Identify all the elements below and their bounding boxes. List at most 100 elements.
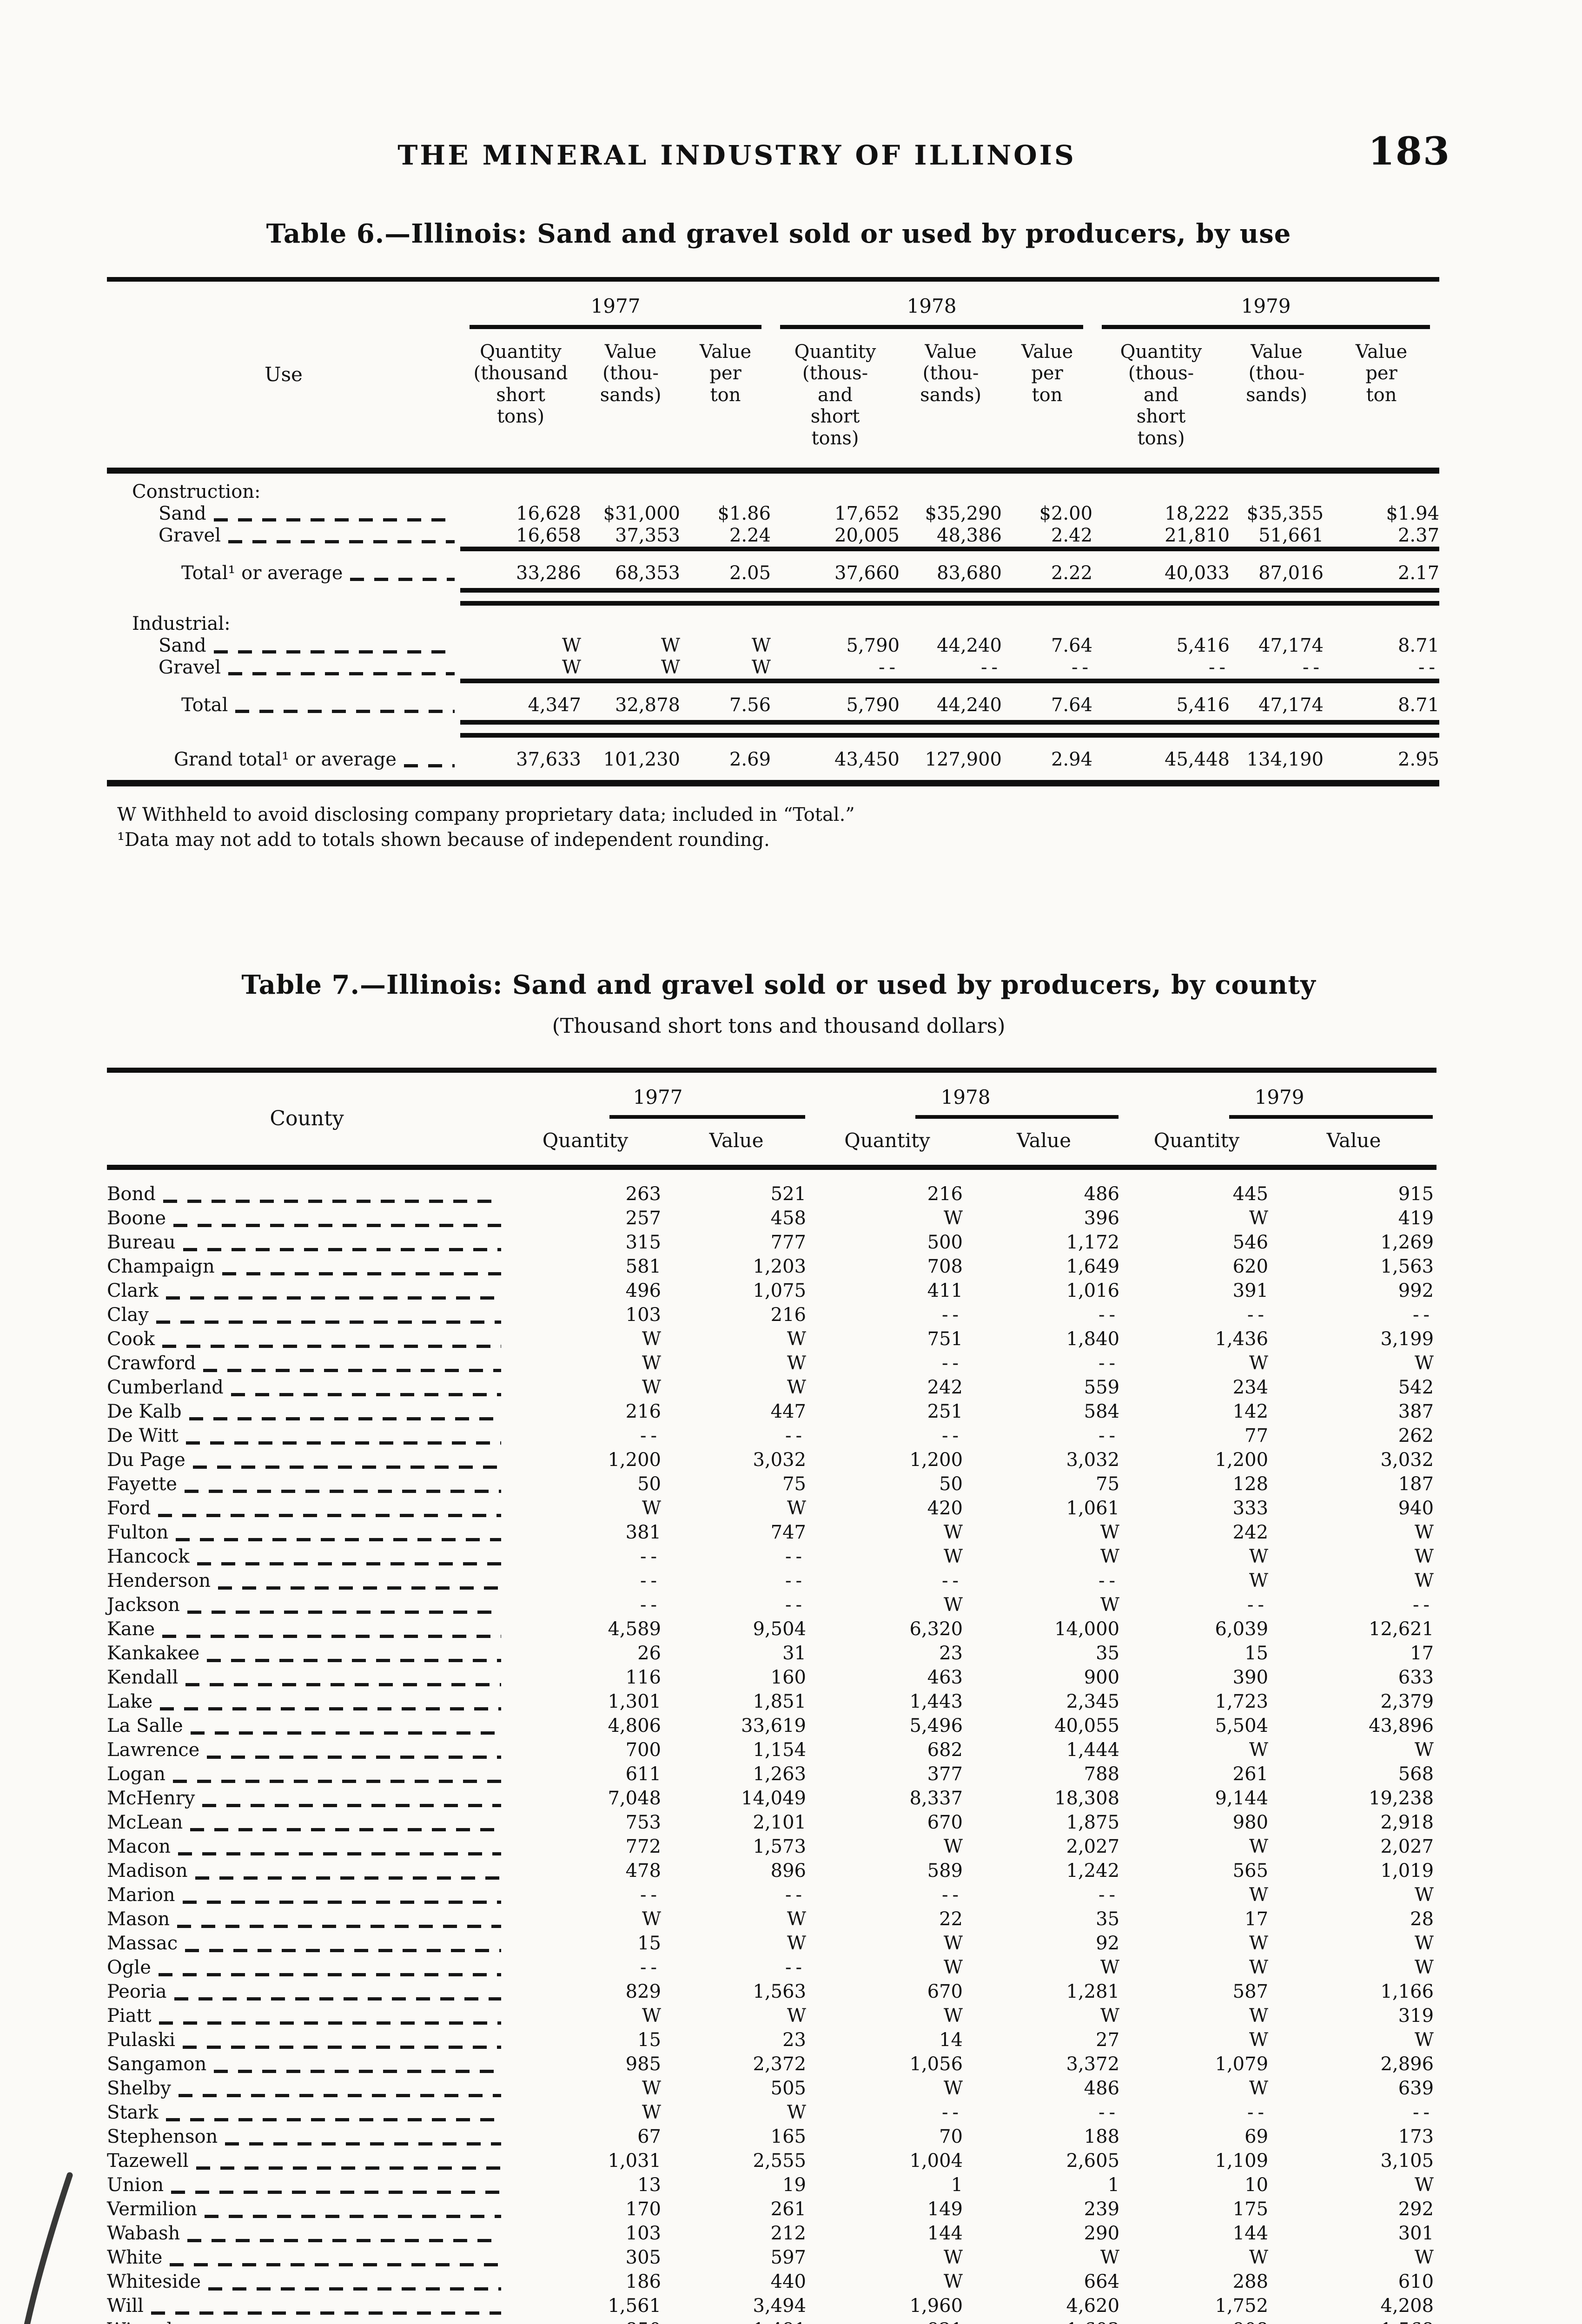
- value-cell: W: [1249, 1884, 1269, 1906]
- value-cell: 1,281: [1066, 1981, 1120, 2002]
- value-cell: 101,230: [603, 748, 680, 770]
- table-row: Gravel 16,658 37,353 2.24 20,005 48,386 2.42 21…: [107, 525, 1439, 547]
- pen-mark: [24, 2172, 73, 2324]
- county-name: Clark: [107, 1280, 159, 1301]
- value-cell: --: [980, 656, 1002, 678]
- county-wrap: Macon: [107, 1835, 507, 1859]
- value-cell: 1,075: [753, 1280, 807, 1301]
- measure-header: Quantity: [507, 1118, 664, 1170]
- value-cell: 747: [770, 1521, 807, 1543]
- rule-cell: [460, 588, 1440, 606]
- value-cell: 7.64: [1051, 634, 1093, 656]
- dashed-leader: [173, 1223, 501, 1227]
- column-header: Quantity (thous- and short tons): [771, 329, 900, 474]
- value-cell: 37,633: [516, 748, 581, 770]
- county-cell: De Witt: [107, 1424, 507, 1448]
- value-cell: 1,200: [608, 1449, 661, 1471]
- table-row: Crawford W W -- -- W W: [107, 1351, 1436, 1375]
- year-rule: [780, 325, 1084, 329]
- value-cell: 47,174: [1258, 694, 1324, 716]
- dashed-leader: [208, 2287, 501, 2291]
- value-cell: 5,790: [846, 634, 900, 656]
- value-cell: W: [943, 1521, 963, 1543]
- row-label-wrap: Total¹ or average: [107, 562, 460, 584]
- value-cell: --: [1099, 1570, 1120, 1591]
- county-cell: Vermilion: [107, 2197, 507, 2221]
- value-cell: 251: [927, 1400, 963, 1422]
- value-cell: 68,353: [615, 562, 680, 584]
- value-cell: 292: [1398, 2198, 1434, 2220]
- value-cell: W: [751, 634, 771, 656]
- measure-header: Quantity: [1122, 1118, 1271, 1170]
- table-row: Clark 496 1,075 411 1,016 391 992: [107, 1279, 1436, 1303]
- dashed-leader: [176, 1538, 501, 1541]
- value-cell: 463: [927, 1666, 963, 1688]
- row-label-cell: Total¹ or average: [107, 551, 460, 588]
- value-cell: 381: [625, 1521, 661, 1543]
- value-cell: 23: [939, 1642, 963, 1664]
- value-cell: 1,568: [1271, 2318, 1436, 2324]
- county-wrap: Boone: [107, 1206, 507, 1230]
- value-cell: 1,443: [909, 1690, 963, 1712]
- county-cell: Fayette: [107, 1472, 507, 1496]
- section-label: Construction:: [107, 470, 1439, 503]
- value-cell: W: [1414, 1739, 1434, 1761]
- year-label: 1978: [907, 295, 957, 317]
- rule-cell: [460, 546, 1440, 551]
- value-cell: 4,589: [608, 1618, 661, 1640]
- table-row: De Witt -- -- -- -- 77 262: [107, 1424, 1436, 1448]
- value-cell: W: [787, 1908, 807, 1930]
- value-cell: W: [562, 634, 581, 656]
- table-row: [107, 546, 1440, 551]
- value-cell: --: [1413, 1304, 1434, 1326]
- value-cell: 505: [770, 2077, 807, 2099]
- value-cell: --: [941, 1425, 963, 1446]
- dashed-leader: [225, 2142, 501, 2146]
- county-wrap: Du Page: [107, 1448, 507, 1472]
- value-cell: 2.42: [1051, 524, 1093, 546]
- value-cell: 1,166: [1380, 1981, 1434, 2002]
- value-cell: --: [941, 1304, 963, 1326]
- column-header: Value per ton: [680, 329, 771, 474]
- dashed-leader: [174, 1997, 501, 2000]
- table-row: Hancock -- -- W W W W: [107, 1545, 1436, 1569]
- year-label: 1979: [1254, 1085, 1304, 1109]
- page-number: 183: [1368, 129, 1450, 174]
- value-cell: W: [1249, 2029, 1269, 2051]
- county-wrap: Hancock: [107, 1545, 507, 1569]
- value-cell: 1: [951, 2174, 963, 2196]
- value-cell: 75: [782, 1473, 807, 1495]
- value-cell: 1,436: [1215, 1328, 1269, 1350]
- county-name: Ogle: [107, 1956, 151, 1978]
- value-cell: W: [1414, 2029, 1434, 2051]
- value-cell: 17: [1410, 1642, 1434, 1664]
- rule-line: [460, 546, 1440, 551]
- value-cell: 700: [625, 1739, 661, 1761]
- value-cell: 333: [1232, 1497, 1269, 1519]
- value-cell: 921: [809, 2318, 966, 2324]
- year-label: 1977: [633, 1085, 683, 1109]
- dashed-leader: [189, 1417, 501, 1420]
- value-cell: 1,269: [1380, 1231, 1434, 1253]
- table-row: White 305 597 W W W W: [107, 2245, 1436, 2270]
- value-cell: --: [941, 2101, 963, 2123]
- county-name: Will: [107, 2295, 144, 2317]
- value-cell: 777: [770, 1231, 807, 1253]
- value-cell: 708: [927, 1255, 963, 1277]
- value-cell: 3,032: [1380, 1449, 1434, 1471]
- row-label-cell: Sand: [107, 635, 460, 657]
- value-cell: 546: [1232, 1231, 1269, 1253]
- county-cell: Boone: [107, 1206, 507, 1230]
- county-cell: Stark: [107, 2100, 507, 2125]
- value-cell: W: [562, 656, 581, 678]
- county-wrap: Massac: [107, 1931, 507, 1955]
- table7: County 1977 1978 1979 Quantity Value Quantit…: [107, 1067, 1437, 2324]
- county-cell: Piatt: [107, 2004, 507, 2028]
- value-cell: 587: [1232, 1981, 1269, 2002]
- rule-spacer: [107, 679, 460, 683]
- row-label: Gravel: [159, 656, 221, 678]
- county-wrap: Fulton: [107, 1520, 507, 1545]
- table-row: Ford W W 420 1,061 333 940: [107, 1496, 1436, 1520]
- value-cell: 850: [507, 2318, 664, 2324]
